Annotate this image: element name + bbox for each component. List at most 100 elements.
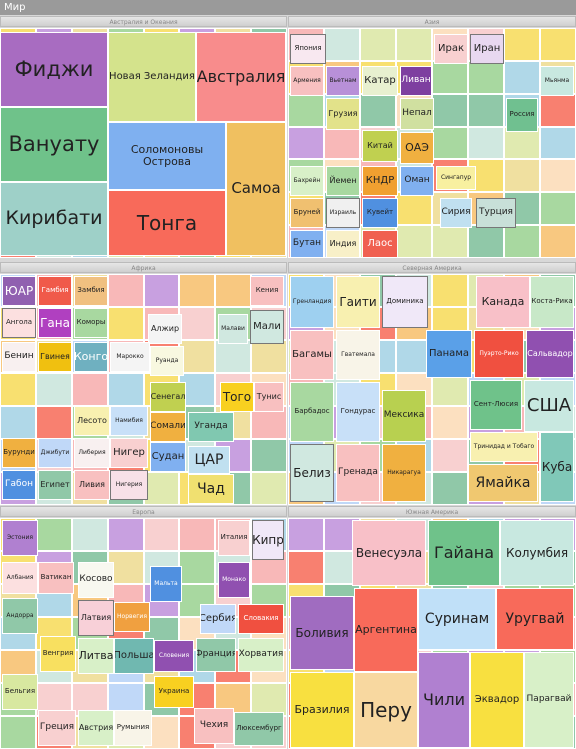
country-tile[interactable]: Гайана bbox=[428, 520, 500, 586]
country-tile[interactable]: Судан bbox=[150, 442, 186, 472]
country-tile[interactable]: Ватикан bbox=[38, 562, 74, 594]
country-tile[interactable]: Малави bbox=[218, 314, 248, 344]
country-tile[interactable]: Руанда bbox=[150, 346, 184, 376]
country-tile[interactable]: Чехия bbox=[194, 708, 234, 744]
country-tile[interactable]: Сингапур bbox=[436, 166, 476, 190]
country-tile[interactable]: Бельгия bbox=[2, 674, 38, 710]
country-tile[interactable]: Эстония bbox=[2, 520, 38, 556]
country-tile[interactable]: Ливан bbox=[400, 66, 432, 96]
country-tile[interactable]: Кирибати bbox=[0, 182, 108, 256]
country-tile[interactable]: Сербия bbox=[200, 604, 236, 634]
country-tile[interactable]: Вануату bbox=[0, 107, 108, 182]
country-tile[interactable]: Лесото bbox=[74, 406, 110, 436]
country-tile[interactable]: Гана bbox=[38, 308, 72, 338]
country-tile[interactable]: Джибути bbox=[38, 438, 72, 468]
country-tile[interactable]: Лаос bbox=[362, 230, 398, 258]
country-tile[interactable]: Нигерия bbox=[110, 470, 148, 500]
country-tile[interactable]: Доминика bbox=[382, 276, 428, 328]
country-tile[interactable]: Словакия bbox=[238, 604, 284, 634]
country-tile[interactable]: Литва bbox=[78, 638, 114, 674]
country-tile[interactable]: Мексика bbox=[382, 390, 426, 442]
country-tile[interactable]: Индия bbox=[326, 230, 360, 258]
country-tile[interactable]: Куба bbox=[540, 432, 574, 502]
country-tile[interactable]: Ливия bbox=[74, 470, 110, 500]
country-tile[interactable]: Бенин bbox=[2, 342, 36, 372]
country-tile[interactable]: Парагвай bbox=[524, 652, 574, 748]
country-tile[interactable]: Монако bbox=[218, 562, 250, 598]
country-tile[interactable]: Гаити bbox=[336, 276, 380, 328]
country-tile[interactable]: Россия bbox=[506, 98, 538, 132]
country-tile[interactable]: Колумбия bbox=[500, 520, 574, 586]
country-tile[interactable]: Гамбия bbox=[38, 276, 72, 306]
country-tile[interactable]: Кения bbox=[250, 276, 284, 306]
country-tile[interactable]: Япония bbox=[290, 34, 326, 64]
country-tile[interactable]: Гвинея bbox=[38, 342, 72, 372]
country-tile[interactable]: Чад bbox=[188, 474, 234, 504]
country-tile[interactable]: Сальвадор bbox=[526, 330, 574, 378]
country-tile[interactable]: Уганда bbox=[188, 412, 234, 442]
country-tile[interactable]: Багамы bbox=[290, 330, 334, 380]
country-tile[interactable]: Израиль bbox=[326, 198, 360, 228]
country-tile[interactable]: Армения bbox=[290, 66, 324, 96]
country-tile[interactable]: Соломоновы Острова bbox=[108, 122, 226, 190]
country-tile[interactable]: Конго bbox=[74, 342, 108, 372]
country-tile[interactable]: Катар bbox=[362, 66, 398, 96]
country-tile[interactable]: Чили bbox=[418, 652, 470, 748]
country-tile[interactable]: Гренландия bbox=[290, 276, 334, 328]
country-tile[interactable]: Андорра bbox=[2, 598, 38, 634]
country-tile[interactable]: Кувейт bbox=[362, 198, 398, 228]
country-tile[interactable]: Бразилия bbox=[290, 672, 354, 748]
country-tile[interactable]: Коморы bbox=[74, 308, 108, 338]
country-tile[interactable]: ЮАР bbox=[2, 276, 36, 306]
country-tile[interactable]: Греция bbox=[38, 710, 76, 746]
country-tile[interactable]: Перу bbox=[354, 672, 418, 748]
country-tile[interactable]: Вьетнам bbox=[326, 66, 360, 96]
country-tile[interactable]: США bbox=[524, 380, 574, 432]
country-tile[interactable]: Фиджи bbox=[0, 32, 108, 107]
country-tile[interactable]: Тринидад и Тобаго bbox=[470, 432, 538, 462]
country-tile[interactable]: ОАЭ bbox=[400, 132, 434, 164]
country-tile[interactable]: Нигер bbox=[110, 438, 148, 468]
country-tile[interactable]: Мали bbox=[250, 310, 284, 344]
country-tile[interactable]: Панама bbox=[426, 330, 472, 378]
country-tile[interactable]: Марокко bbox=[110, 342, 150, 372]
country-tile[interactable]: Оман bbox=[400, 166, 434, 196]
country-tile[interactable]: Грузия bbox=[326, 98, 360, 130]
country-tile[interactable]: Габон bbox=[2, 470, 36, 500]
country-tile[interactable]: Пуэрто-Рико bbox=[474, 330, 524, 378]
country-tile[interactable]: Того bbox=[220, 382, 254, 412]
country-tile[interactable]: Суринам bbox=[418, 588, 496, 650]
country-tile[interactable]: Люксембург bbox=[234, 712, 284, 746]
country-tile[interactable]: Румыния bbox=[114, 710, 152, 746]
country-tile[interactable]: Албания bbox=[2, 562, 38, 594]
country-tile[interactable]: Тонга bbox=[108, 190, 226, 256]
country-tile[interactable]: Барбадос bbox=[290, 382, 334, 442]
country-tile[interactable]: Иран bbox=[470, 34, 504, 64]
country-tile[interactable]: Венесуэла bbox=[352, 520, 426, 586]
country-tile[interactable]: Йемен bbox=[326, 166, 360, 196]
country-tile[interactable]: Норвегия bbox=[114, 602, 150, 632]
country-tile[interactable]: Кипр bbox=[252, 520, 284, 560]
country-tile[interactable]: Бахрейн bbox=[290, 166, 324, 196]
country-tile[interactable]: ЦАР bbox=[188, 446, 230, 474]
country-tile[interactable]: КНДР bbox=[362, 166, 398, 196]
country-tile[interactable]: Австралия bbox=[196, 32, 286, 122]
country-tile[interactable]: Косово bbox=[78, 562, 114, 598]
country-tile[interactable]: Ангола bbox=[2, 308, 36, 338]
country-tile[interactable]: Хорватия bbox=[238, 638, 284, 672]
country-tile[interactable]: Белиз bbox=[290, 444, 334, 502]
country-tile[interactable]: Новая Зеландия bbox=[108, 32, 196, 122]
country-tile[interactable]: Бруней bbox=[290, 198, 324, 228]
country-tile[interactable]: Коста-Рика bbox=[530, 276, 574, 328]
country-tile[interactable]: Австрия bbox=[78, 710, 114, 746]
country-tile[interactable]: Китай bbox=[362, 130, 398, 162]
country-tile[interactable]: Намибия bbox=[110, 406, 148, 436]
country-tile[interactable]: Гватемала bbox=[336, 330, 380, 380]
country-tile[interactable]: Тунис bbox=[254, 382, 284, 412]
country-tile[interactable]: Эквадор bbox=[470, 652, 524, 748]
country-tile[interactable]: Сент-Люсия bbox=[470, 380, 522, 430]
country-tile[interactable]: Мьянма bbox=[540, 66, 574, 96]
country-tile[interactable]: Латвия bbox=[78, 600, 114, 636]
country-tile[interactable]: Украина bbox=[154, 676, 194, 708]
country-tile[interactable]: Либерия bbox=[74, 438, 110, 468]
